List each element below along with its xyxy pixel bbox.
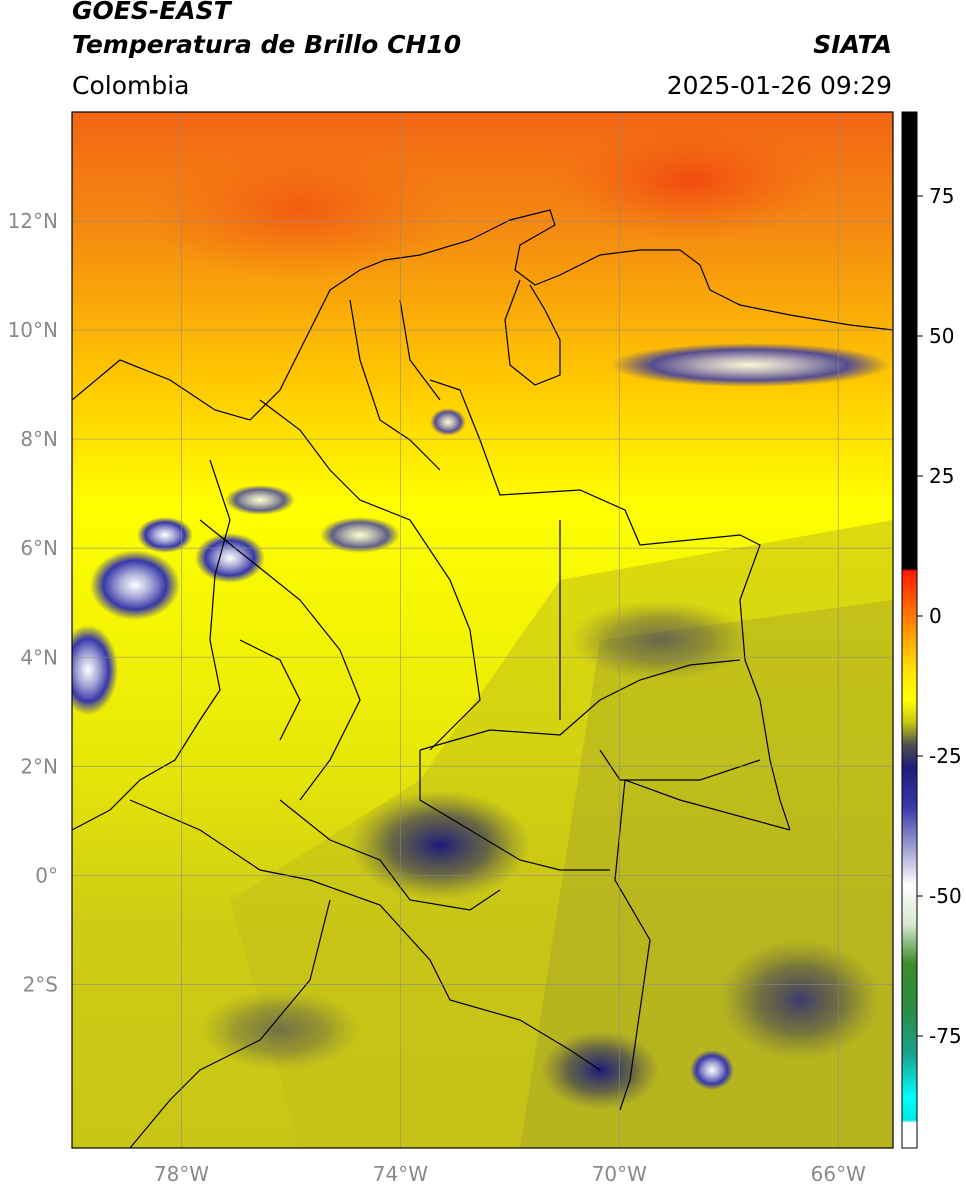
colombia-ecuador-peru-border	[129, 799, 601, 1071]
colombia-brazil-border	[614, 779, 791, 1111]
peru-coast	[129, 899, 331, 1148]
product-title: Temperatura de Brillo CH10	[72, 30, 462, 59]
internal-1	[259, 399, 481, 751]
lon-tick-label: 78°W	[154, 1162, 209, 1186]
latitude-labels: 12°N 10°N 8°N 6°N 4°N 2°N 0° 2°S	[8, 209, 58, 996]
borders	[72, 209, 893, 1148]
internal-7	[279, 799, 501, 911]
lat-tick-label: 8°N	[20, 427, 58, 451]
internal-6	[599, 749, 761, 781]
lat-tick-label: 4°N	[20, 645, 58, 669]
internal-2	[199, 519, 361, 801]
colorbar-tick-label: -50	[929, 884, 962, 908]
colorbar-tick-label: -25	[929, 744, 962, 768]
lat-tick-label: 6°N	[20, 536, 58, 560]
longitude-labels: 78°W 74°W 70°W 66°W	[154, 1162, 866, 1186]
lon-tick-label: 74°W	[373, 1162, 428, 1186]
internal-9	[399, 299, 441, 401]
colorbar-tick-label: 25	[929, 464, 954, 488]
lat-tick-label: 2°N	[20, 754, 58, 778]
map-frame	[71, 111, 894, 1149]
timestamp-label: 2025-01-26 09:29	[666, 71, 892, 100]
colorbar-tick-label: 75	[929, 184, 954, 208]
internal-8	[349, 299, 441, 471]
lat-tick-label: 0°	[35, 863, 58, 887]
internal-10	[239, 639, 301, 741]
colorbar	[901, 111, 918, 1149]
lat-tick-label: 12°N	[8, 209, 58, 233]
colorbar-tick-label: -75	[929, 1024, 962, 1048]
grid-lines	[72, 112, 893, 1148]
colorbar-tick-label: 50	[929, 324, 954, 348]
maracaibo-lake	[504, 279, 561, 386]
organization-label: SIATA	[813, 30, 892, 59]
colombia-venezuela-border	[429, 379, 791, 831]
colorbar-tick-label: 0	[929, 604, 942, 628]
region-label: Colombia	[72, 71, 190, 100]
lon-tick-label: 66°W	[811, 1162, 866, 1186]
satellite-image	[72, 112, 893, 1148]
lat-tick-label: 10°N	[8, 318, 58, 342]
internal-4	[419, 750, 610, 871]
colorbar-ticks: 75 50 25 0 -25 -50 -75	[917, 184, 962, 1048]
internal-3	[419, 659, 741, 751]
pacific-coast	[72, 459, 231, 831]
lat-tick-label: 2°S	[23, 972, 58, 996]
lon-tick-label: 70°W	[592, 1162, 647, 1186]
caribbean-coast	[72, 209, 893, 421]
satellite-title: GOES-EAST	[72, 0, 231, 25]
